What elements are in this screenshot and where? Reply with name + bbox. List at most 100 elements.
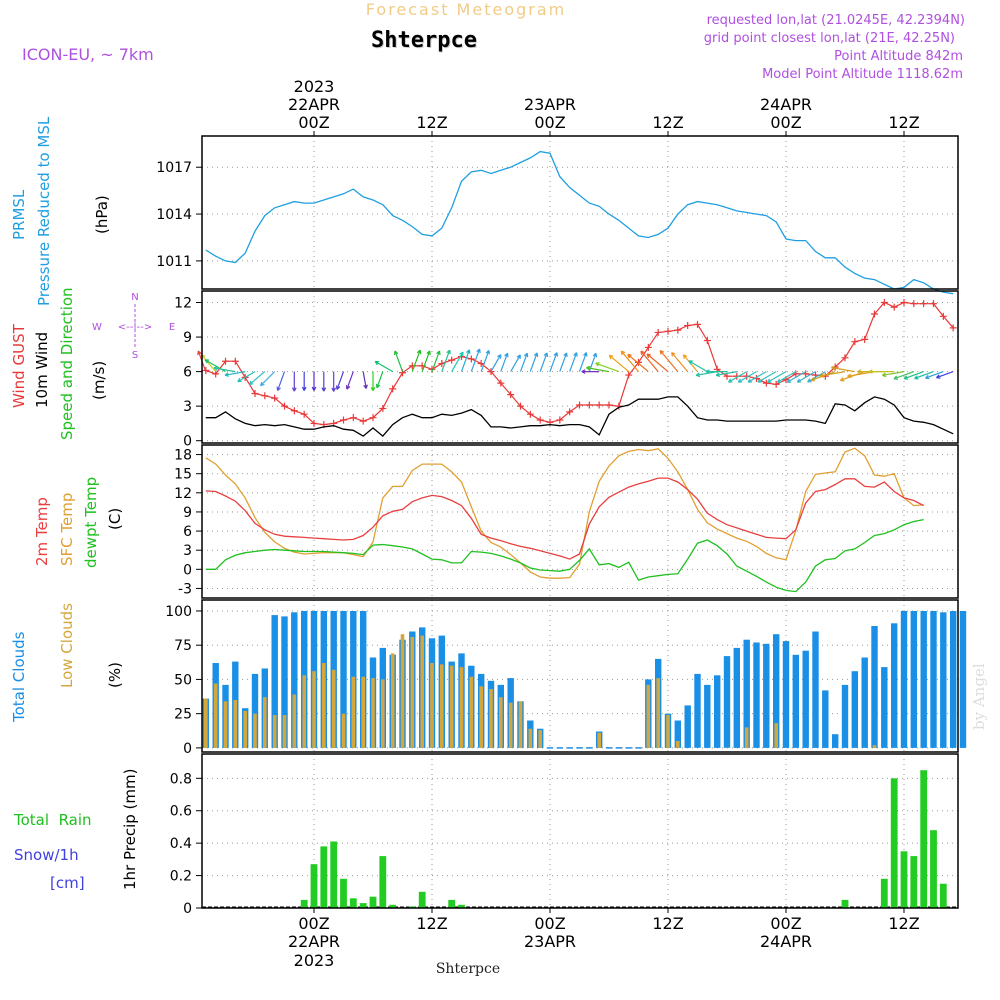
low-cloud-bar (381, 679, 385, 748)
y-tick-label: 9 (183, 330, 192, 346)
bottom-date-label: 24APR (760, 932, 812, 951)
gust-marker (861, 335, 869, 343)
low-cloud-bar (341, 713, 346, 748)
wind-arrow (581, 369, 600, 374)
wind-arrow (796, 371, 816, 383)
gust-marker (281, 402, 288, 410)
total-cloud-bar (674, 720, 681, 748)
bottom-tick-label: 00Z (770, 914, 801, 933)
wind-arrow (451, 351, 464, 372)
y-tick-label: 0 (183, 434, 192, 450)
low-cloud-bar (282, 715, 287, 748)
low-cloud-bar (774, 723, 778, 748)
low-cloud-bar (528, 728, 533, 748)
wind-unit: (m/s) (90, 361, 108, 400)
total-cloud-bar (773, 634, 780, 748)
total-cloud-bar (832, 734, 839, 748)
temp-dew-label: dewpt Temp (82, 477, 100, 568)
wind-arrow (608, 354, 630, 373)
low-cloud-bar (469, 676, 474, 748)
rain-bar (330, 841, 338, 908)
y-tick-label: 12 (174, 296, 192, 312)
wind-arrow (695, 371, 718, 378)
gust-marker (654, 328, 662, 336)
wind-arrow (727, 371, 748, 383)
wind-arrow (374, 360, 393, 373)
low-cloud-bar (459, 667, 464, 748)
gust-marker (585, 401, 593, 409)
grid-point-coords: grid point closest lon,lat (21E, 42.25N) (704, 31, 955, 46)
low-cloud-bar (499, 697, 503, 748)
y-tick-label: 3 (183, 543, 192, 559)
wind10-line (205, 396, 954, 438)
y-tick-label: 1014 (156, 207, 192, 223)
total-cloud-bar (782, 641, 790, 748)
precip-bars (202, 770, 958, 908)
bottom-date-label: 22APR (288, 932, 340, 951)
gust-marker (271, 394, 279, 402)
y-tick-label: 12 (174, 486, 192, 502)
total-cloud-bar (802, 650, 809, 748)
gust-marker (920, 300, 928, 308)
wind-arrow (411, 349, 422, 372)
rain-bar (939, 883, 947, 908)
gust-marker (517, 402, 524, 410)
wind-arrow (925, 371, 944, 380)
wind-arrow (646, 353, 669, 373)
gust-marker (349, 414, 357, 422)
wind-arrow (375, 371, 384, 389)
total-clouds-label: Total Clouds (10, 631, 28, 723)
wind-arrow (786, 371, 806, 383)
wind-arrow (301, 371, 307, 391)
low-cloud-bar (223, 701, 228, 748)
total-cloud-bar (753, 642, 760, 748)
rain-bar (458, 904, 465, 908)
wind-arrow (831, 365, 855, 373)
top-tick-label: 12Z (652, 113, 683, 132)
wind-arrow (640, 350, 659, 372)
bottom-tick-label: 12Z (416, 914, 447, 933)
wind-arrow (671, 351, 689, 372)
total-cloud-bar (271, 615, 278, 748)
low-cloud-bar (213, 683, 218, 748)
gust-marker (949, 324, 957, 332)
low-cloud-bar (272, 715, 277, 748)
y-tick-label: 0.4 (170, 836, 192, 852)
low-cloud-bar (744, 727, 749, 748)
temp-unit: (C) (106, 508, 124, 530)
gust-marker (340, 416, 347, 424)
y-tick-label: 75 (174, 638, 192, 654)
rain-bar (340, 878, 347, 908)
low-cloud-bar (518, 701, 523, 748)
gust-marker (231, 357, 239, 365)
wind-series (197, 299, 957, 438)
wind-arrow (715, 371, 737, 377)
gust-marker (890, 303, 898, 311)
total-cloud-bar (733, 647, 740, 748)
gust-marker (310, 419, 318, 427)
panel-pressure: 1011 1014 1017 (156, 136, 958, 289)
low-cloud-bar (872, 745, 877, 748)
wind-arrow (569, 352, 578, 372)
gust-marker (300, 410, 308, 418)
low-clouds-label: Low Clouds (58, 603, 76, 688)
low-cloud-bar (449, 665, 454, 748)
total-cloud-bar (871, 626, 878, 748)
wind-arrow (659, 350, 679, 372)
gust-marker (448, 356, 456, 364)
low-cloud-bar (243, 710, 247, 748)
wind-arrow (441, 349, 451, 372)
top-tick-label: 12Z (888, 113, 919, 132)
compass-w: W (92, 322, 102, 333)
top-date-label: 23APR (524, 95, 576, 114)
gust-marker (664, 327, 672, 335)
wind-arrow (627, 353, 649, 373)
low-cloud-bar (390, 653, 395, 748)
total-cloud-bar (861, 657, 868, 748)
total-rain-label: Total Rain (13, 811, 92, 829)
snow-label: Snow/1h (14, 846, 79, 864)
wind-arrow (737, 371, 757, 383)
watermark: by Angel (970, 663, 988, 730)
wind-arrow (248, 371, 266, 386)
